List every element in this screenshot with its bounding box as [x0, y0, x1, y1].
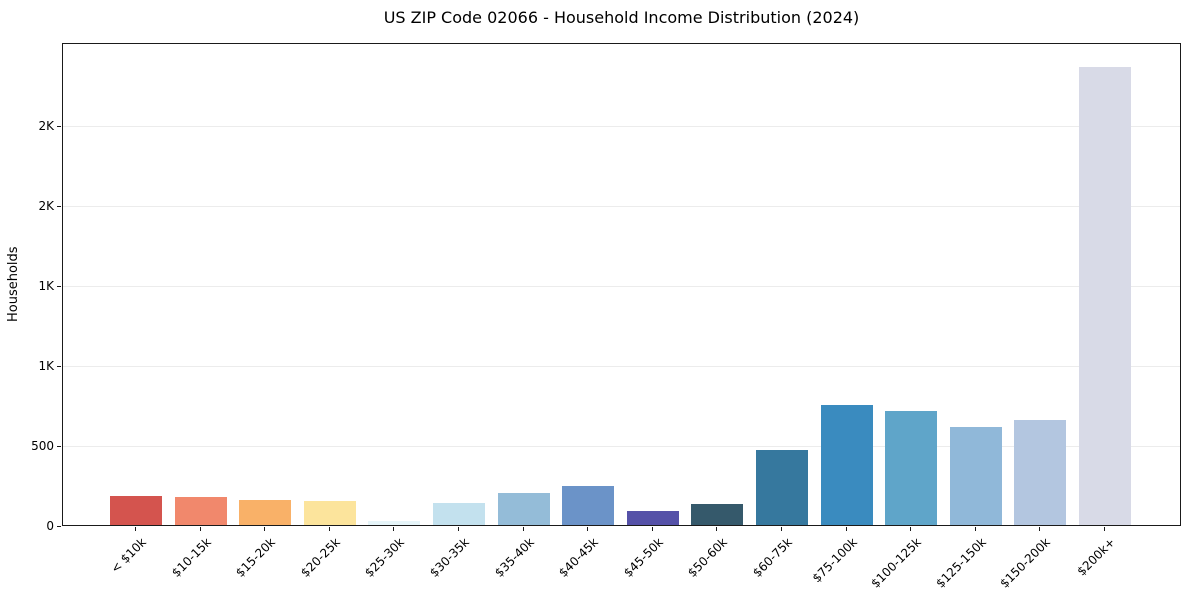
x-tick-label: $150-200k: [997, 535, 1054, 590]
x-tick-mark: [393, 527, 395, 531]
x-tick-mark: [587, 527, 589, 531]
x-tick-mark: [328, 527, 330, 531]
bar: [820, 405, 873, 525]
y-tick-label: 2K: [38, 199, 54, 214]
x-tick-label: $75-100k: [809, 535, 860, 586]
y-tick-mark: [57, 446, 61, 448]
bar: [885, 411, 938, 525]
x-tick-mark: [458, 527, 459, 531]
bar: [1014, 419, 1067, 525]
x-tick-mark: [716, 527, 718, 531]
x-tick-label: $30-35k: [427, 535, 472, 580]
x-tick-label: $35-40k: [491, 535, 537, 580]
chart-title: US ZIP Code 02066 - Household Income Dis…: [383, 8, 860, 27]
x-tick-label: $100-125k: [868, 535, 925, 590]
x-tick-mark: [135, 527, 136, 531]
x-tick-label: $20-25k: [297, 535, 343, 580]
x-tick-mark: [781, 527, 782, 531]
x-tick-mark: [974, 527, 976, 531]
bar: [303, 501, 356, 525]
x-tick-mark: [264, 527, 266, 531]
x-tick-label: $50-60k: [685, 535, 731, 580]
x-tick-mark: [651, 527, 653, 531]
x-tick-mark: [910, 527, 912, 531]
x-tick-label: $40-45k: [556, 535, 602, 580]
y-tick-mark: [57, 286, 61, 288]
y-tick-mark: [57, 526, 61, 527]
plot-area: [62, 43, 1181, 526]
bar: [174, 497, 227, 525]
bar: [562, 485, 615, 525]
bar: [239, 499, 292, 525]
bar: [110, 495, 162, 525]
bar: [756, 450, 808, 525]
x-tick-label: $25-30k: [362, 535, 408, 580]
x-tick-mark: [199, 527, 201, 531]
bar: [368, 520, 421, 525]
y-tick-label: 0: [46, 519, 54, 533]
bar: [433, 502, 485, 525]
x-tick-mark: [1104, 527, 1105, 531]
y-tick-label: 500: [31, 439, 54, 454]
bar: [691, 503, 744, 525]
x-tick-mark: [1039, 527, 1041, 531]
x-tick-label: < $10k: [108, 535, 149, 576]
x-tick-mark: [522, 527, 524, 531]
gridline: [63, 126, 1180, 128]
y-tick-mark: [57, 366, 61, 368]
y-tick-mark: [57, 206, 61, 208]
bar: [626, 510, 679, 525]
x-tick-label: $60-75k: [750, 535, 795, 580]
y-tick-label: 1K: [38, 359, 54, 374]
x-tick-label: $45-50k: [620, 535, 666, 580]
gridline: [63, 366, 1180, 368]
x-tick-label: $125-150k: [933, 535, 989, 590]
y-tick-label: 2K: [38, 119, 54, 134]
x-tick-label: $10-15k: [168, 535, 214, 580]
x-tick-label: $15-20k: [233, 535, 279, 580]
y-tick-mark: [57, 126, 61, 128]
bar: [497, 492, 550, 525]
bar: [949, 426, 1002, 525]
y-tick-label: 1K: [38, 279, 54, 294]
x-tick-mark: [845, 527, 847, 531]
bar: [1079, 67, 1131, 525]
x-tick-label: $200k+: [1074, 535, 1118, 579]
gridline: [63, 446, 1180, 448]
gridline: [63, 286, 1180, 288]
gridline: [63, 206, 1180, 208]
